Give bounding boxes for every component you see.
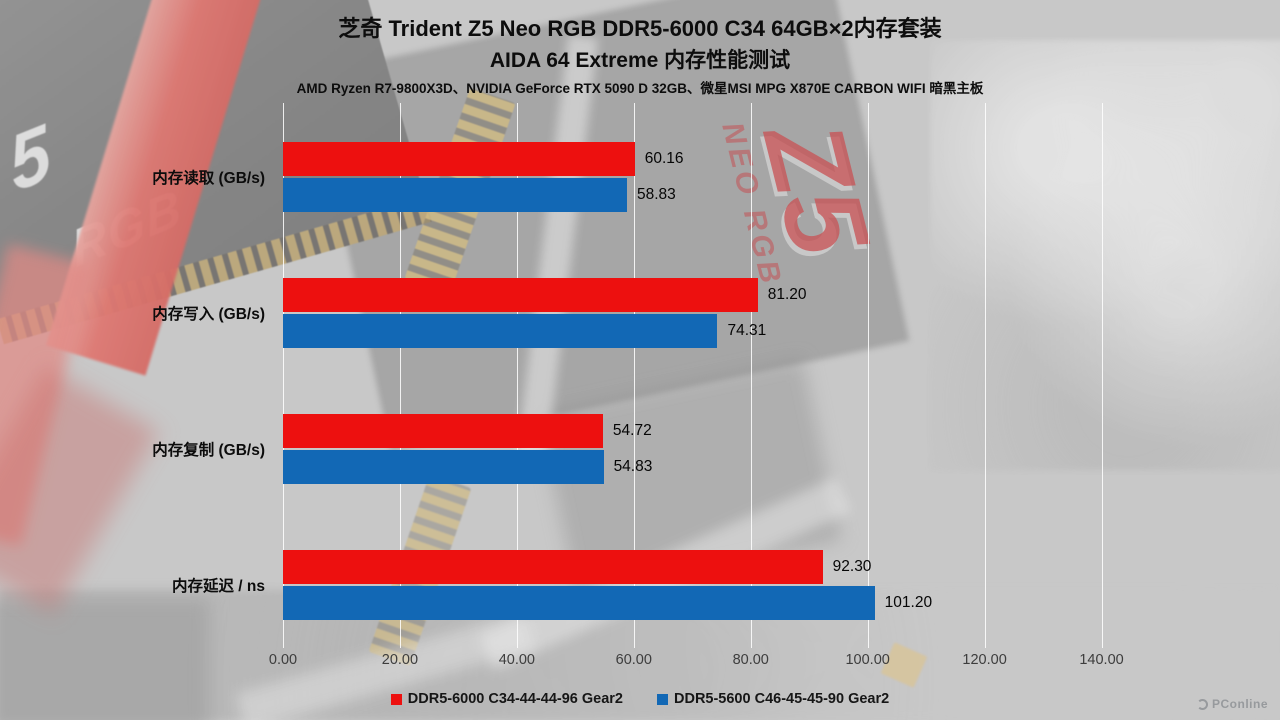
data-label: 101.20 (884, 593, 933, 611)
x-tick-label: 40.00 (498, 652, 536, 668)
gridline (750, 103, 752, 648)
chart-subtitle: AIDA 64 Extreme 内存性能测试 (489, 49, 791, 72)
pconline-logo-icon (1196, 698, 1208, 710)
gridline (1101, 103, 1103, 648)
bar: 92.30 (283, 549, 871, 584)
gridline (984, 103, 986, 648)
category-label: 内存延迟 / ns (171, 577, 265, 595)
gridline (633, 103, 635, 648)
data-label: 60.16 (644, 150, 684, 167)
pconline-watermark: PConline (1196, 697, 1268, 711)
legend-swatch-icon (657, 693, 668, 705)
rock-texture-image (930, 40, 1280, 470)
gridline (867, 103, 869, 648)
rock-shadow (0, 598, 210, 720)
legend-item: DDR5-5600 C46-45-45-90 Gear2 (657, 691, 889, 707)
data-label: 81.20 (767, 285, 807, 303)
legend-label: DDR5-5600 C46-45-45-90 Gear2 (674, 691, 890, 707)
x-axis: 0.00 20.00 40.00 60.00 80.00 100.00 120.00 140.… (269, 652, 1160, 674)
legend-item: DDR5-6000 C34-44-44-96 Gear2 (390, 691, 623, 707)
legend-swatch-icon (390, 693, 402, 705)
data-label: 58.83 (636, 186, 676, 203)
plot-area: 内存读取 (GB/s) 60.16 58.83 内存写入 (GB/s) 81.20 74.… (152, 103, 1160, 648)
category-label: 内存读取 (GB/s) (152, 170, 265, 187)
x-tick-label: 80.00 (732, 652, 769, 668)
data-label: 54.72 (612, 421, 652, 439)
legend-label: DDR5-6000 C34-44-44-96 Gear2 (407, 691, 623, 707)
x-tick-label: 0.00 (268, 652, 298, 668)
test-platform-line: AMD Ryzen R7-9800X3D、NVIDIA GeForce RTX … (296, 81, 984, 96)
x-tick-label: 120.00 (962, 652, 1007, 668)
gridline (283, 103, 284, 648)
chart-title: 芝奇 Trident Z5 Neo RGB DDR5-6000 C34 64GB… (338, 16, 942, 41)
category-label: 内存写入 (GB/s) (152, 305, 265, 323)
gridline (516, 103, 518, 648)
bar: 60.16 (283, 142, 684, 176)
legend: DDR5-6000 C34-44-44-96 Gear2 DDR5-5600 C4… (0, 691, 1280, 707)
x-tick-label: 60.00 (615, 652, 652, 668)
bar: 54.72 (283, 413, 652, 448)
bar: 101.20 (283, 585, 932, 620)
bar: 81.20 (283, 277, 807, 312)
category-label: 内存复制 (GB/s) (152, 441, 265, 459)
data-label: 92.30 (832, 557, 872, 575)
x-tick-label: 100.00 (845, 652, 890, 668)
gridline (399, 103, 401, 648)
bar: 74.31 (283, 313, 766, 348)
bar: 58.83 (283, 178, 676, 212)
bar: 54.83 (283, 449, 652, 484)
x-tick-label: 140.00 (1079, 652, 1124, 668)
data-label: 54.83 (613, 457, 653, 475)
x-tick-label: 20.00 (381, 652, 419, 668)
data-label: 74.31 (727, 321, 767, 339)
